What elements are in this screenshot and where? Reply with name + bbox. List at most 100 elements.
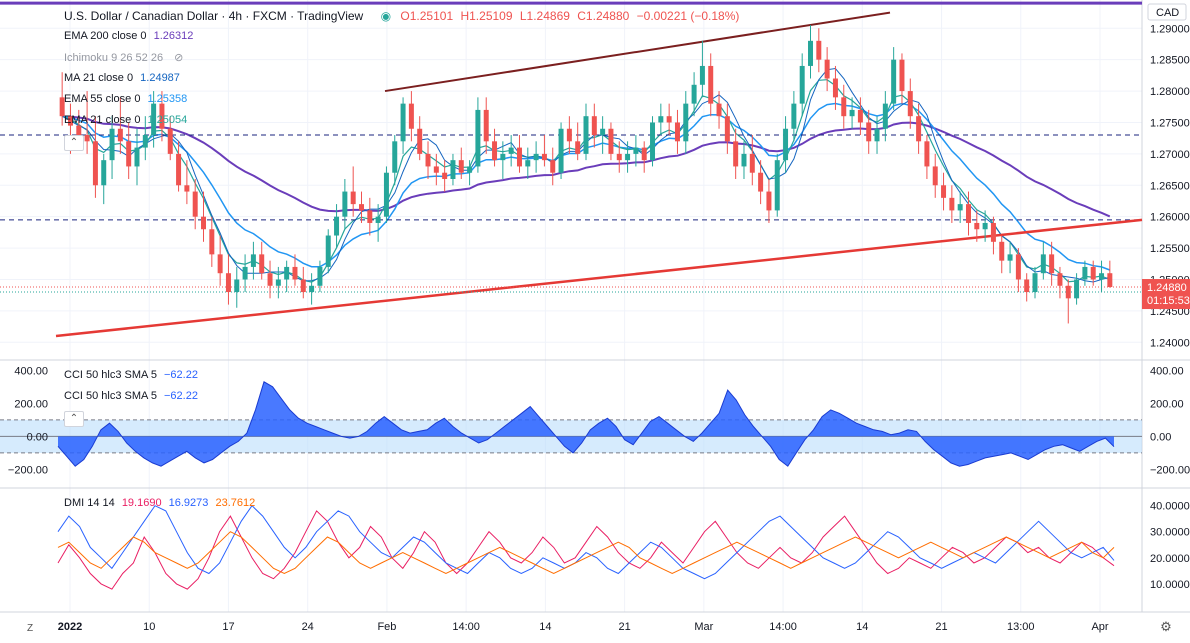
candle-body-7	[117, 128, 123, 142]
candle-body-43	[417, 128, 423, 154]
candle-body-59	[550, 160, 556, 173]
legend-ema200[interactable]: EMA 200 close 0 1.26312	[64, 30, 193, 42]
legend-cci-1[interactable]: CCI 50 hlc3 SMA 5 −62.22	[64, 369, 198, 381]
ohlc-low: L1.24869	[519, 9, 570, 23]
market-status-icon: ◉	[380, 9, 392, 23]
candle-body-47	[450, 160, 456, 179]
candle-body-49	[467, 166, 473, 173]
price-tick-1: 1.28500	[1150, 55, 1190, 67]
candle-body-12	[159, 103, 165, 129]
legend-ema55[interactable]: EMA 55 close 0 1.25358	[64, 93, 187, 105]
gear-icon: ⚙	[1160, 619, 1172, 634]
candle-body-67	[616, 153, 622, 161]
legend-ichimoku[interactable]: Ichimoku 9 26 52 26 ⊘	[64, 51, 183, 64]
ichimoku-label: Ichimoku 9 26 52 26	[64, 52, 164, 64]
candle-body-38	[375, 216, 381, 223]
candle-body-62	[575, 141, 581, 154]
candle-body-80	[724, 116, 730, 142]
cci1-label: CCI 50 hlc3 SMA 5	[64, 369, 157, 381]
candle-body-106	[941, 185, 947, 198]
dmi-axis[interactable]: 40.0000 30.0000 20.0000 10.0000	[1150, 501, 1190, 591]
candle-body-69	[633, 147, 639, 154]
candle-body-44	[425, 153, 431, 167]
dmi-tick-1: 30.0000	[1150, 527, 1190, 539]
candle-body-58	[541, 153, 547, 161]
time-label-4: Feb	[377, 621, 396, 633]
ohlc-close: C1.24880	[577, 9, 630, 23]
candle-body-35	[350, 191, 356, 205]
time-label-9: 14:00	[769, 621, 797, 633]
candle-body-84	[758, 172, 764, 192]
price-axis[interactable]: 1.29000 1.28500 1.28000 1.27500 1.27000 1.265…	[1142, 3, 1190, 349]
collapse-cci-legend-button[interactable]: ⌃	[64, 411, 84, 427]
cci2-value: −62.22	[164, 390, 198, 402]
candle-body-81	[733, 141, 739, 167]
collapse-legend-button[interactable]: ⌃	[64, 135, 84, 151]
cci-tick-right-2: 0.00	[1150, 431, 1171, 443]
candle-body-22	[242, 266, 248, 280]
candle-body-74	[674, 122, 680, 142]
candle-body-112	[990, 222, 996, 242]
candle-body-94	[841, 97, 847, 117]
candle-body-50	[475, 109, 481, 167]
cci-axis[interactable]: 400.00 400.00 200.00 200.00 0.00 0.00 −200.00 −…	[8, 365, 1190, 476]
candle-body-70	[641, 147, 647, 161]
last-price-tag	[1142, 279, 1190, 310]
ema21-label: EMA 21 close 0	[64, 114, 141, 126]
candle-body-32	[325, 235, 331, 267]
ema55-value: 1.25358	[147, 93, 188, 105]
symbol-legend[interactable]: U.S. Dollar / Canadian Dollar · 4h · FXC…	[64, 9, 739, 23]
candle-body-1	[67, 116, 73, 126]
candle-body-113	[999, 241, 1005, 261]
candle-body-11	[151, 103, 157, 136]
candle-body-119	[1049, 254, 1055, 274]
candle-body-116	[1024, 279, 1030, 293]
candle-body-82	[741, 153, 747, 167]
time-label-6: 14	[539, 621, 551, 633]
candle-body-87	[783, 128, 789, 161]
ohlc-high: H1.25109	[460, 9, 513, 23]
candle-body-107	[949, 197, 955, 211]
candle-body-46	[442, 172, 448, 179]
dmi-series-0	[57, 510, 1115, 590]
ma21-value: 1.24987	[140, 72, 180, 84]
cci-tick-left-1: 200.00	[14, 398, 48, 410]
candle-body-78	[708, 65, 714, 104]
price-tick-0: 1.29000	[1150, 23, 1190, 35]
candle-body-101	[899, 59, 905, 92]
cci-tick-left-0: 400.00	[14, 365, 48, 377]
legend-ma21[interactable]: MA 21 close 0 1.24987	[64, 72, 180, 84]
time-label-2: 17	[222, 621, 234, 633]
ema200-label: EMA 200 close 0	[64, 30, 147, 42]
time-label-12: 13:00	[1007, 621, 1035, 633]
candle-body-19	[217, 254, 223, 274]
candle-body-25	[267, 273, 273, 286]
candle-body-91	[816, 40, 822, 60]
time-axis[interactable]: 2022 10 17 24 Feb 14:00 14 21 Mar 14:00 14 21 13:00 A…	[27, 619, 1172, 634]
candle-body-20	[225, 273, 231, 293]
candle-body-109	[965, 204, 971, 223]
candle-body-108	[957, 204, 963, 211]
time-label-0: 2022	[58, 621, 82, 633]
candle-body-114	[1007, 254, 1013, 261]
eye-hidden-icon[interactable]: ⊘	[174, 52, 184, 64]
candle-body-76	[691, 84, 697, 104]
candle-body-79	[716, 103, 722, 117]
drawing-annotations[interactable]	[0, 1, 1143, 338]
candle-body-39	[383, 172, 389, 217]
time-label-3: 24	[302, 621, 314, 633]
candle-body-90	[808, 40, 813, 66]
candle-body-71	[650, 122, 656, 161]
legend-cci-2[interactable]: CCI 50 hlc3 SMA 5 −62.22	[64, 390, 198, 402]
candle-body-13	[167, 128, 173, 154]
ohlc-open: O1.25101	[400, 9, 454, 23]
candle-body-53	[500, 153, 506, 161]
time-label-11: 21	[935, 621, 947, 633]
candle-body-77	[699, 65, 705, 85]
legend-dmi[interactable]: DMI 14 14 19.1690 16.9273 23.7612	[64, 497, 255, 509]
cci-tick-left-3: −200.00	[8, 464, 48, 476]
dmi-minus-value: 16.9273	[168, 497, 209, 509]
legend-ema21[interactable]: EMA 21 close 0 1.25054	[64, 114, 187, 126]
